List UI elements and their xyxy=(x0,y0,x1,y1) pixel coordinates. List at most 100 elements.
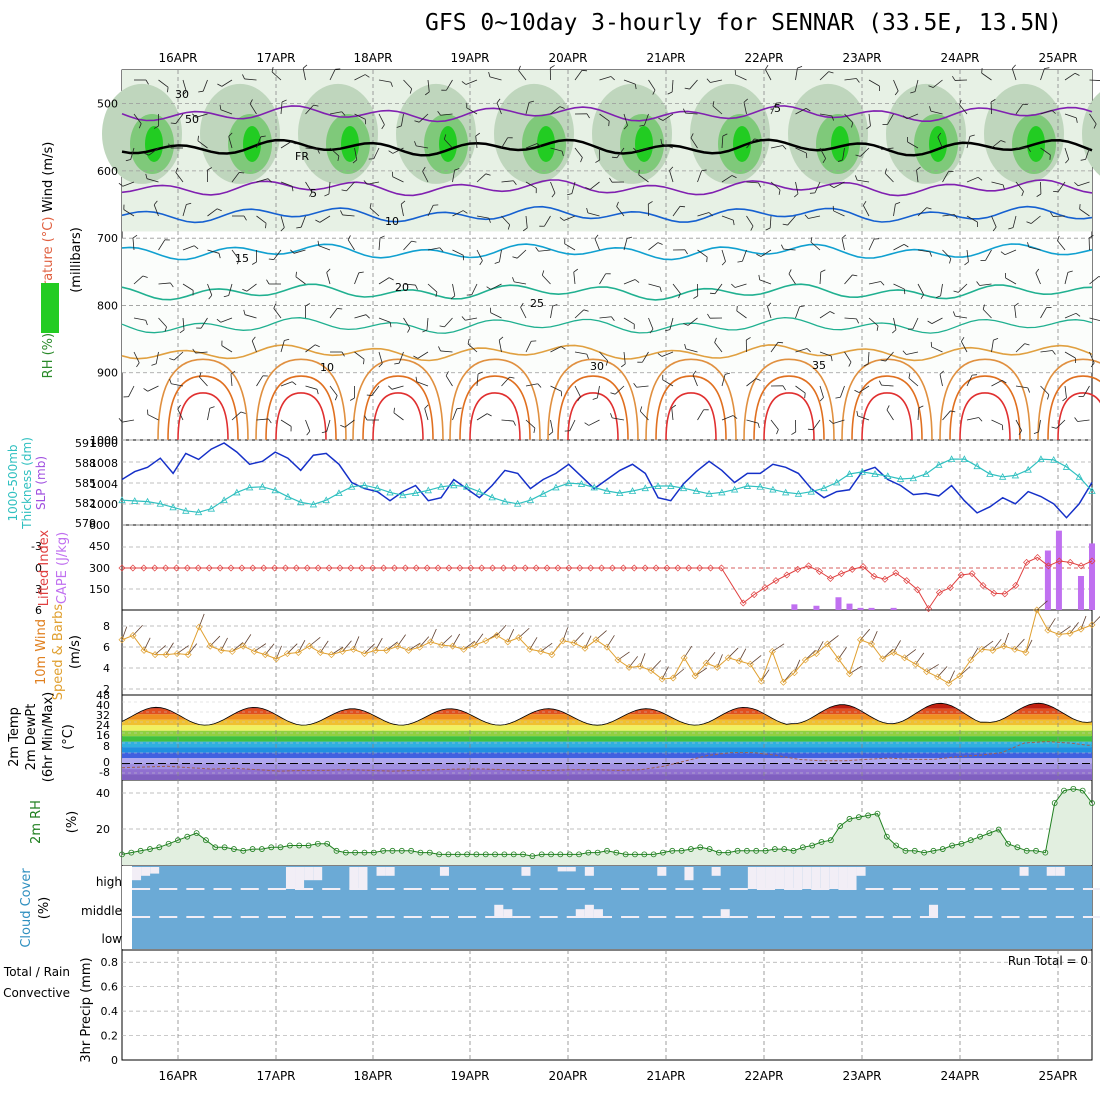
bottom-date-label: 16APR xyxy=(158,1069,197,1083)
wind-barb xyxy=(878,380,882,386)
lifted-index-point xyxy=(1055,557,1063,565)
wind-barb xyxy=(969,134,975,137)
wind-barb xyxy=(471,283,478,295)
thickness-point xyxy=(488,493,496,501)
wind-barb xyxy=(658,117,664,121)
temperature-contour-arch xyxy=(743,358,835,441)
wind-barb xyxy=(876,325,879,331)
wind-barb xyxy=(378,79,391,83)
wind-barb xyxy=(903,244,909,248)
wind-barb xyxy=(690,137,698,149)
wind-barb xyxy=(808,215,821,219)
wind-barb xyxy=(280,181,293,187)
thickness-point xyxy=(871,470,879,477)
wind-barb xyxy=(197,135,199,141)
wind-barb xyxy=(1088,235,1094,239)
wind-barb xyxy=(831,115,835,121)
wind-barb xyxy=(1064,312,1077,319)
wind-barb xyxy=(358,271,364,274)
wind-barb xyxy=(415,284,418,290)
wind-barb xyxy=(413,355,419,359)
wind-barb xyxy=(979,283,992,286)
cloud-edge xyxy=(122,866,132,949)
wind-barb xyxy=(326,272,331,285)
rh-point xyxy=(436,851,443,858)
wind-barb xyxy=(952,75,956,81)
wind-barb xyxy=(328,181,331,194)
wind-barb xyxy=(513,180,517,186)
wind-barb xyxy=(894,90,899,96)
wind-barb xyxy=(697,409,705,421)
wind-barb xyxy=(697,170,702,183)
rh-point xyxy=(501,851,508,858)
wind-barb xyxy=(659,287,662,293)
wind-barb xyxy=(529,100,535,103)
wind-barb xyxy=(1075,312,1081,317)
wind-barb xyxy=(920,294,924,300)
cloud-high-bar xyxy=(747,867,757,889)
temperature-contour-arch xyxy=(939,358,1031,441)
thickness-point xyxy=(450,481,458,489)
wind-barb xyxy=(799,305,805,308)
lifted-index-point xyxy=(598,564,606,572)
wind-barb xyxy=(953,290,959,293)
wind-barb xyxy=(731,175,737,179)
wind-barb xyxy=(316,389,319,395)
temperature-contour-arch xyxy=(167,375,239,441)
wind-barb xyxy=(230,374,233,387)
wind-barb xyxy=(341,351,345,357)
wind-barb xyxy=(329,111,342,115)
rh-shade-blob xyxy=(831,126,849,162)
wind-barb xyxy=(452,408,458,421)
wind-barb xyxy=(414,141,417,147)
temp-band xyxy=(122,763,1092,770)
cloud-gap-mark xyxy=(376,888,395,890)
wind-barb xyxy=(832,419,845,424)
wind-barb xyxy=(243,309,246,315)
wind-barb xyxy=(743,98,748,103)
wind-barb xyxy=(961,336,965,342)
lifted-index-point xyxy=(216,564,224,572)
wind-barb xyxy=(954,214,958,219)
thickness-point xyxy=(424,486,432,494)
thickness-point xyxy=(297,498,305,506)
cloud-gap-mark xyxy=(593,888,612,890)
temperature-contour-label: 20 xyxy=(395,281,409,294)
temp-tick-label: 8 xyxy=(103,740,110,753)
wind-barb xyxy=(795,147,807,154)
wind-barb xyxy=(863,205,870,217)
rh-point xyxy=(883,833,890,840)
lifted-index-point xyxy=(805,562,813,570)
top-date-label: 20APR xyxy=(548,51,587,65)
rh-point xyxy=(482,851,489,858)
wind-barb xyxy=(486,413,492,417)
cloud-ylabel: Cloud Cover xyxy=(19,868,34,948)
wind-barb xyxy=(939,370,944,375)
wind-barb xyxy=(1051,109,1056,114)
wind-barb xyxy=(445,79,453,91)
top-date-label: 23APR xyxy=(842,51,881,65)
wind-barb xyxy=(452,249,464,256)
wind-barb xyxy=(244,314,257,319)
wind-barb xyxy=(207,408,211,421)
temperature-contour xyxy=(121,138,1093,157)
lifted-index-point xyxy=(281,564,289,572)
temperature-contour-arch xyxy=(177,392,229,441)
wind-barb xyxy=(329,385,338,396)
lifted-index-point xyxy=(412,564,420,572)
bottom-date-label: 19APR xyxy=(450,1069,489,1083)
cloud-gap-mark xyxy=(566,916,585,918)
rh-point xyxy=(604,847,610,854)
wind-barb xyxy=(833,210,845,217)
wind-barb xyxy=(293,249,306,254)
wind-barb xyxy=(574,309,585,319)
wind-barb xyxy=(964,261,969,266)
wind-barb xyxy=(893,244,905,251)
cloud-gap-mark xyxy=(539,916,558,918)
wind-barb xyxy=(644,113,649,126)
wind-speed-point xyxy=(768,647,776,655)
wind-barb xyxy=(594,234,599,240)
wind-barb xyxy=(931,346,943,353)
wind-barb xyxy=(280,381,293,387)
wind-barb xyxy=(305,303,311,307)
